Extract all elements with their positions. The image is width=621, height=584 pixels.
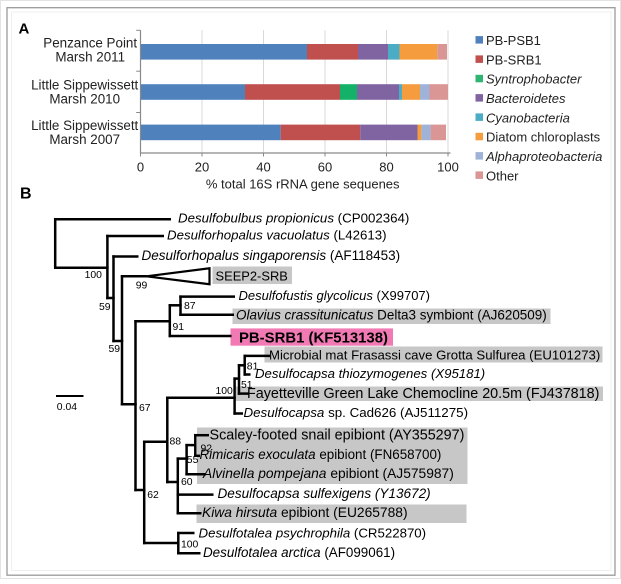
svg-text:92: 92 — [201, 443, 213, 454]
svg-text:Fayetteville Green Lake Chemoc: Fayetteville Green Lake Chemocline 20.5m… — [247, 386, 599, 402]
svg-text:Olavius crassitunicatus Delta3: Olavius crassitunicatus Delta3 symbiont … — [236, 308, 547, 323]
svg-text:67: 67 — [139, 403, 151, 414]
svg-text:Desulfotalea psychrophila (CR5: Desulfotalea psychrophila (CR522870) — [199, 525, 427, 540]
svg-text:99: 99 — [136, 281, 148, 292]
svg-text:100: 100 — [85, 270, 103, 281]
svg-text:91: 91 — [173, 322, 185, 333]
svg-text:Desulforhopalus singaporensis: Desulforhopalus singaporensis (AF118453) — [142, 248, 401, 263]
svg-text:PB-SRB1 (KF513138): PB-SRB1 (KF513138) — [239, 331, 388, 347]
svg-text:PB-SRB1: PB-SRB1 — [486, 52, 542, 67]
svg-text:100: 100 — [216, 386, 234, 397]
svg-text:Desulfocapsa sp. Cad626 (AJ511: Desulfocapsa sp. Cad626 (AJ511275) — [244, 405, 469, 420]
svg-text:100: 100 — [181, 540, 199, 551]
svg-text:0: 0 — [137, 160, 144, 175]
svg-text:Marsh 2010: Marsh 2010 — [49, 91, 120, 106]
svg-text:B: B — [20, 186, 32, 203]
svg-text:60: 60 — [318, 160, 332, 175]
svg-text:59: 59 — [109, 344, 121, 355]
svg-text:Scaley-footed snail epibiont (: Scaley-footed snail epibiont (AY355297) — [210, 428, 465, 444]
svg-text:100: 100 — [437, 160, 459, 175]
svg-text:0.04: 0.04 — [57, 402, 77, 413]
svg-text:81: 81 — [247, 362, 259, 373]
svg-text:59: 59 — [99, 302, 111, 313]
svg-text:Little Sippewissett: Little Sippewissett — [31, 78, 138, 93]
svg-text:Alvinella pompejana epibiont (: Alvinella pompejana epibiont (AJ575987) — [202, 466, 454, 481]
svg-text:Marsh 2011: Marsh 2011 — [55, 50, 125, 65]
svg-text:80: 80 — [379, 160, 393, 175]
svg-text:Bacteroidetes: Bacteroidetes — [486, 91, 566, 106]
svg-text:Desulfocapsa thiozymogenes (X9: Desulfocapsa thiozymogenes (X95181) — [255, 366, 485, 381]
svg-text:Marsh 2007: Marsh 2007 — [49, 132, 120, 147]
svg-text:Alphaproteobacteria: Alphaproteobacteria — [485, 149, 602, 164]
svg-text:Desulfofustis glycolicus (X997: Desulfofustis glycolicus (X99707) — [239, 288, 430, 303]
svg-text:Other: Other — [486, 168, 519, 183]
svg-text:62: 62 — [147, 490, 159, 501]
svg-text:55: 55 — [187, 455, 199, 466]
svg-text:60: 60 — [181, 477, 193, 488]
svg-text:Little Sippewissett: Little Sippewissett — [31, 118, 138, 133]
svg-text:20: 20 — [195, 160, 209, 175]
svg-text:% total 16S rRNA gene sequenes: % total 16S rRNA gene sequenes — [206, 176, 400, 191]
svg-text:Diatom chloroplasts: Diatom chloroplasts — [486, 130, 601, 145]
svg-text:Desulfotalea arctica (AF099061: Desulfotalea arctica (AF099061) — [203, 545, 395, 560]
svg-text:51: 51 — [241, 380, 253, 391]
svg-text:Desulforhopalus vacuolatus (L4: Desulforhopalus vacuolatus (L42613) — [167, 228, 387, 243]
svg-text:Cyanobacteria: Cyanobacteria — [486, 110, 570, 125]
svg-text:Penzance Point: Penzance Point — [43, 36, 137, 51]
svg-text:SEEP2-SRB: SEEP2-SRB — [216, 269, 288, 284]
svg-text:Desulfobulbus propionicus (CP0: Desulfobulbus propionicus (CP002364) — [178, 210, 409, 225]
svg-text:87: 87 — [184, 301, 196, 312]
svg-text:Microbial mat Frasassi cave Gr: Microbial mat Frasassi cave Grotta Sulfu… — [269, 347, 600, 362]
svg-text:Desulfocapsa sulfexigens (Y136: Desulfocapsa sulfexigens (Y13672) — [218, 486, 431, 501]
svg-text:Kiwa hirsuta epibiont (EU26578: Kiwa hirsuta epibiont (EU265788) — [202, 505, 408, 520]
svg-text:40: 40 — [256, 160, 270, 175]
svg-text:Syntrophobacter: Syntrophobacter — [486, 72, 582, 87]
svg-text:88: 88 — [170, 436, 182, 447]
svg-text:A: A — [19, 21, 30, 38]
svg-text:Rimicaris exoculata epibiont (: Rimicaris exoculata epibiont (FN658700) — [200, 447, 442, 462]
svg-text:PB-PSB1: PB-PSB1 — [486, 33, 541, 48]
